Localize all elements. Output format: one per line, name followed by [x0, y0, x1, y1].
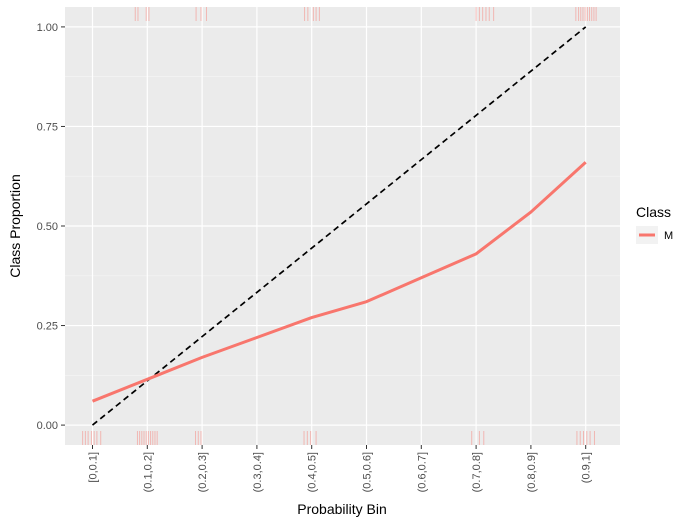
- x-tick-label: (0.7,0.8]: [471, 452, 483, 492]
- y-axis: 0.00 0.25 0.50 0.75 1.00: [37, 22, 65, 432]
- x-tick-label: (0.3,0.4]: [252, 452, 264, 492]
- reference-line: [91, 26, 587, 426]
- y-tick-label: 0.00: [37, 420, 58, 432]
- reference-line-diagonal: [91, 26, 587, 426]
- legend-title: Class: [636, 204, 671, 220]
- x-axis: [0,0.1] (0.1,0.2] (0.2,0.3] (0.3,0.4] (0.4,0…: [88, 445, 593, 492]
- x-tick-label: (0.1,0.2]: [142, 452, 154, 492]
- y-tick-label: 0.25: [37, 321, 58, 333]
- x-tick-label: (0.6,0.7]: [416, 452, 428, 492]
- x-tick-label: (0.8,0.9]: [526, 452, 538, 492]
- legend: Class M: [636, 204, 673, 244]
- x-axis-title: Probability Bin: [297, 501, 387, 517]
- rug-bottom: [82, 431, 595, 445]
- series-line-m: [91, 161, 587, 403]
- rug-top: [134, 7, 597, 21]
- y-tick-label: 0.75: [37, 121, 58, 133]
- series-lines: [91, 161, 587, 403]
- grid-major: [65, 7, 620, 445]
- y-tick-label: 1.00: [37, 22, 58, 34]
- x-tick-label: [0,0.1]: [88, 452, 100, 483]
- x-tick-label: (0.5,0.6]: [362, 452, 374, 492]
- x-tick-label: (0.2,0.3]: [197, 452, 209, 492]
- y-axis-title: Class Proportion: [7, 174, 23, 278]
- legend-label-m: M: [664, 230, 673, 242]
- x-tick-label: (0.9,1]: [581, 452, 593, 483]
- x-tick-label: (0.4,0.5]: [307, 452, 319, 492]
- y-tick-label: 0.50: [37, 221, 58, 233]
